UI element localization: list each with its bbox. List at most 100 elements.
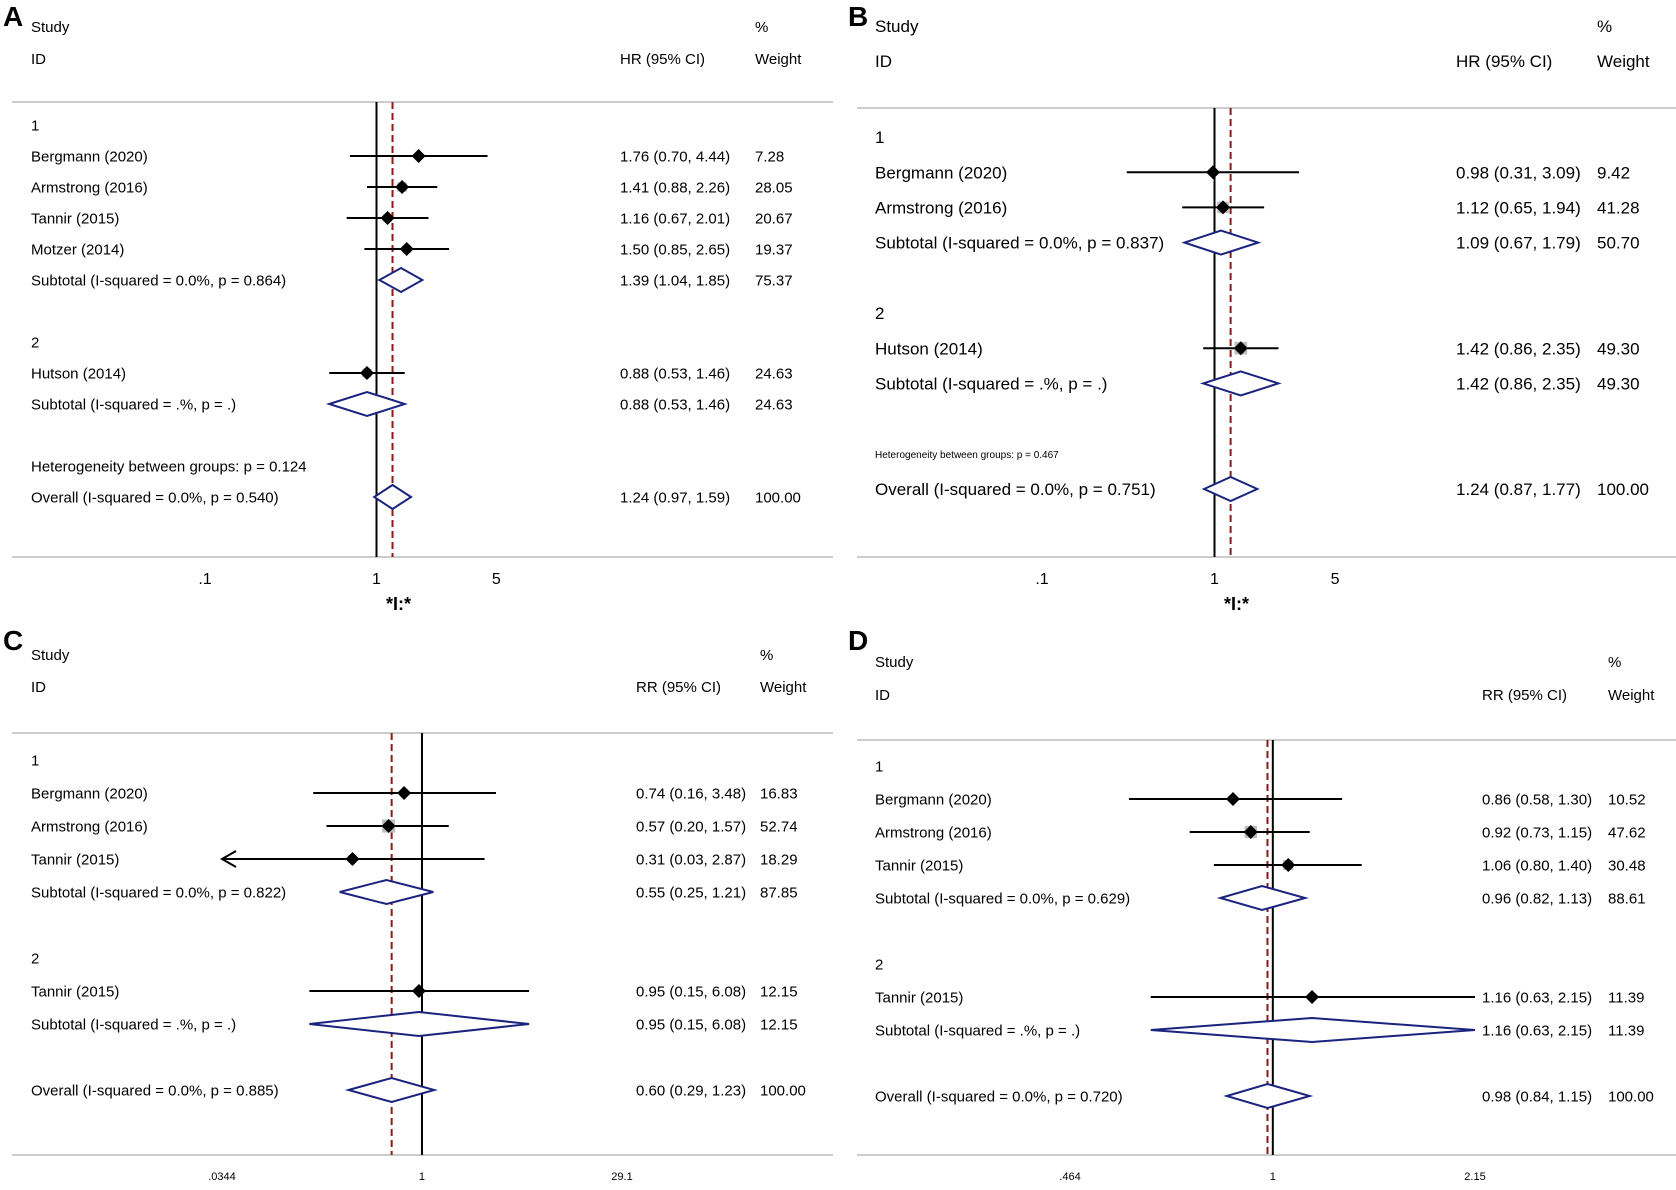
point-estimate-marker <box>359 366 374 380</box>
point-estimate-marker <box>411 149 426 163</box>
x-tick-label: 2.15 <box>1464 1171 1485 1183</box>
x-axis-title: *I:* <box>386 594 411 614</box>
subgroup-label: 2 <box>31 950 39 967</box>
forest-panel-b: B Study ID% HR (95% CI) Weight 1 Bergmann (202… <box>848 1 1676 614</box>
panel-letter: A <box>3 1 23 32</box>
overall-diamond <box>1201 475 1260 503</box>
subgroup-label: 2 <box>875 956 883 973</box>
subgroup-label: 2 <box>31 334 39 351</box>
weight-value: 19.37 <box>755 241 793 258</box>
weight-value: 75.37 <box>755 272 793 289</box>
estimate-ci-text: 0.74 (0.16, 3.48) <box>636 785 746 802</box>
subtotal-label: Subtotal (I-squared = 0.0%, p = 0.837) <box>875 234 1164 253</box>
x-tick-label: 1 <box>372 571 381 588</box>
estimate-ci-text: 0.98 (0.84, 1.15) <box>1482 1088 1592 1105</box>
subtotal-diamond <box>325 390 408 418</box>
x-tick-label: 5 <box>492 571 501 588</box>
subgroup-label: 1 <box>875 758 883 775</box>
study-label: Tannir (2015) <box>875 857 963 874</box>
study-label: Tannir (2015) <box>31 210 119 227</box>
x-tick-label: 1 <box>1270 1171 1276 1183</box>
header-study: Study <box>31 647 70 664</box>
weight-value: 52.74 <box>760 818 798 835</box>
subtotal-label: Subtotal (I-squared = .%, p = .) <box>875 1022 1080 1039</box>
estimate-ci-text: 1.16 (0.63, 2.15) <box>1482 1022 1592 1039</box>
weight-value: 24.63 <box>755 365 793 382</box>
study-label: Armstrong (2016) <box>875 199 1007 218</box>
point-estimate-marker <box>399 242 414 256</box>
study-label: Tannir (2015) <box>31 851 119 868</box>
x-axis-title: *I:* <box>1224 594 1249 614</box>
overall-label: Overall (I-squared = 0.0%, p = 0.751) <box>875 480 1156 499</box>
weight-value: 50.70 <box>1597 234 1640 253</box>
weight-value: 100.00 <box>1597 480 1649 499</box>
estimate-ci-text: 0.88 (0.53, 1.46) <box>620 365 730 382</box>
study-label: Bergmann (2020) <box>875 163 1007 182</box>
subtotal-diamond <box>1216 884 1309 912</box>
subtotal-label: Subtotal (I-squared = .%, p = .) <box>875 375 1107 394</box>
point-estimate-marker <box>397 786 412 800</box>
header-weight: Weight <box>1597 52 1650 71</box>
study-label: Bergmann (2020) <box>31 148 148 165</box>
point-estimate-marker <box>1305 990 1320 1004</box>
subtotal-diamond <box>339 878 434 906</box>
subtotal-diamond <box>1199 370 1282 397</box>
estimate-ci-text: 1.12 (0.65, 1.94) <box>1456 199 1581 218</box>
weight-value: 47.62 <box>1608 824 1646 841</box>
subtotal-label: Subtotal (I-squared = 0.0%, p = 0.864) <box>31 272 286 289</box>
estimate-ci-text: 1.42 (0.86, 2.35) <box>1456 375 1581 394</box>
estimate-ci-text: 0.57 (0.20, 1.57) <box>636 818 746 835</box>
ci-truncation-arrow <box>219 850 237 868</box>
panel-letter: B <box>848 1 868 32</box>
estimate-ci-text: 1.16 (0.63, 2.15) <box>1482 989 1592 1006</box>
point-estimate-marker <box>395 180 410 194</box>
header-measure: HR (95% CI) <box>1456 52 1552 71</box>
weight-value: 49.30 <box>1597 339 1640 358</box>
estimate-ci-text: 1.39 (1.04, 1.85) <box>620 272 730 289</box>
point-estimate-marker <box>345 852 360 866</box>
header-percent: % <box>760 647 773 664</box>
forest-panel-a: A Study ID% HR (95% CI) Weight 1 Bergmann (202… <box>3 1 833 614</box>
header-percent: % <box>1608 654 1621 671</box>
panel-letter: C <box>3 625 23 656</box>
weight-value: 10.52 <box>1608 791 1646 808</box>
x-tick-label: .0344 <box>208 1171 236 1183</box>
x-tick-label: .1 <box>1035 571 1048 588</box>
subtotal-label: Subtotal (I-squared = 0.0%, p = 0.822) <box>31 884 286 901</box>
weight-value: 41.28 <box>1597 199 1640 218</box>
estimate-ci-text: 0.88 (0.53, 1.46) <box>620 396 730 413</box>
weight-value: 12.15 <box>760 1016 798 1033</box>
header-measure: RR (95% CI) <box>1482 687 1567 704</box>
subtotal-diamond <box>377 266 425 294</box>
subtotal-label: Subtotal (I-squared = 0.0%, p = 0.629) <box>875 890 1130 907</box>
estimate-ci-text: 0.55 (0.25, 1.21) <box>636 884 746 901</box>
weight-value: 9.42 <box>1597 163 1630 182</box>
subgroup-label: 1 <box>31 117 39 134</box>
point-estimate-marker <box>1243 825 1258 839</box>
estimate-ci-text: 1.41 (0.88, 2.26) <box>620 179 730 196</box>
header-weight: Weight <box>755 51 802 68</box>
estimate-ci-text: 1.09 (0.67, 1.79) <box>1456 234 1581 253</box>
weight-value: 12.15 <box>760 983 798 1000</box>
x-tick-label: 1 <box>1210 571 1219 588</box>
weight-value: 11.39 <box>1608 1022 1644 1039</box>
study-label: Armstrong (2016) <box>31 818 148 835</box>
point-estimate-marker <box>1205 165 1220 180</box>
x-tick-label: .464 <box>1059 1171 1080 1183</box>
heterogeneity-note: Heterogeneity between groups: p = 0.124 <box>31 458 307 475</box>
overall-diamond <box>344 1076 438 1104</box>
overall-label: Overall (I-squared = 0.0%, p = 0.885) <box>31 1082 279 1099</box>
study-label: Armstrong (2016) <box>31 179 148 196</box>
point-estimate-marker <box>1215 200 1230 215</box>
point-estimate-marker <box>380 211 395 225</box>
study-label: Armstrong (2016) <box>875 824 992 841</box>
study-label: Bergmann (2020) <box>31 785 148 802</box>
subtotal-diamond <box>1181 229 1262 256</box>
overall-diamond <box>372 483 413 511</box>
estimate-ci-text: 0.95 (0.15, 6.08) <box>636 1016 746 1033</box>
weight-value: 18.29 <box>760 851 798 868</box>
estimate-ci-text: 0.86 (0.58, 1.30) <box>1482 791 1592 808</box>
study-label: Tannir (2015) <box>875 989 963 1006</box>
point-estimate-marker <box>1225 792 1240 806</box>
